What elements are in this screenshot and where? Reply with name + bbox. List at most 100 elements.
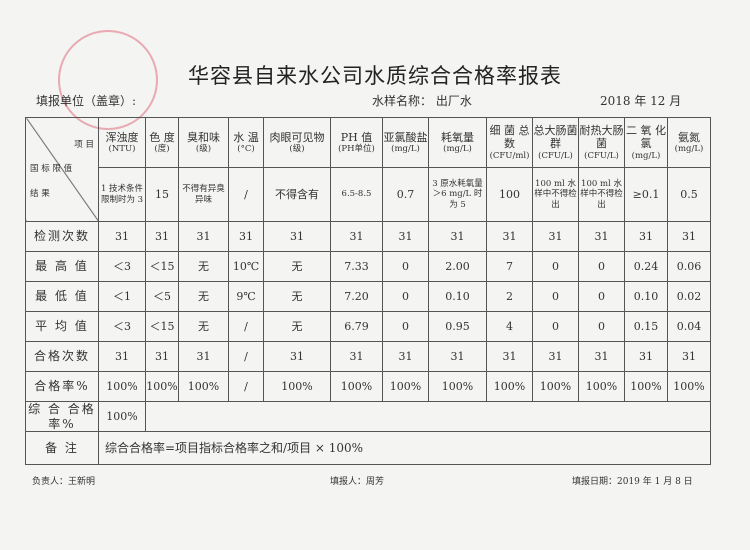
cell-value: /: [228, 341, 264, 372]
overall-value: 100%: [98, 401, 146, 432]
cell-value: 无: [178, 281, 229, 312]
cell-value: 31: [578, 341, 625, 372]
cell-value: 31: [178, 221, 229, 252]
cell-value: 0.10: [428, 281, 487, 312]
cell-value: 100%: [382, 371, 429, 402]
cell-value: 31: [98, 221, 146, 252]
cell-value: 31: [98, 341, 146, 372]
cell-value: 10℃: [228, 251, 264, 282]
cell-value: ＜15: [145, 311, 179, 342]
cell-value: 31: [578, 221, 625, 252]
cell-value: 31: [178, 341, 229, 372]
cell-value: 31: [330, 221, 383, 252]
empty-cell: [145, 401, 711, 432]
column-header: PH 值 (PH单位): [330, 117, 383, 168]
cell-value: ＜5: [145, 281, 179, 312]
cell-value: 31: [428, 341, 487, 372]
cell-value: ＜3: [98, 311, 146, 342]
cell-value: 31: [428, 221, 487, 252]
column-unit: (mg/L): [391, 144, 420, 154]
cell-value: 31: [263, 221, 331, 252]
cell-value: 无: [178, 251, 229, 282]
column-header: 细 菌 总 数 (CFU/ml): [486, 117, 533, 168]
column-name: 细 菌 总 数: [489, 124, 530, 151]
table-row: 平 均 值＜3 ＜15 无 / 无 6.79 0 0.95 4 0 0 0.15 0.04: [25, 311, 711, 342]
column-header: 水 温 (°C): [228, 117, 264, 168]
column-header: 总大肠菌群 (CFU/L): [532, 117, 579, 168]
cell-value: 0.04: [667, 311, 711, 342]
cell-value: 0.10: [624, 281, 668, 312]
column-name: 亚氯酸盐: [383, 130, 428, 144]
cell-value: 31: [532, 341, 579, 372]
cell-value: 7.33: [330, 251, 383, 282]
sample-name: 水样名称： 出厂水: [372, 94, 472, 108]
column-name: 肉眼可见物: [269, 130, 325, 144]
cell-value: 100%: [532, 371, 579, 402]
cell-value: 无: [263, 251, 331, 282]
cell-value: 100%: [263, 371, 331, 402]
cell-value: 100%: [667, 371, 711, 402]
cell-value: 31: [382, 221, 429, 252]
limit-value: 3 原水耗氧量＞6 mg/L 时为 5: [428, 167, 487, 222]
row-label: 平 均 值: [25, 311, 99, 342]
cell-value: 100%: [624, 371, 668, 402]
cell-value: 0: [532, 311, 579, 342]
cell-value: 7.20: [330, 281, 383, 312]
cell-value: 31: [145, 221, 179, 252]
cell-value: 6.79: [330, 311, 383, 342]
cell-value: 0.95: [428, 311, 487, 342]
cell-value: ＜1: [98, 281, 146, 312]
table-row: 检测次数 31 31 31 31 31 31 31 31 31 31 31 31 31: [25, 221, 711, 252]
column-unit: (°C): [237, 144, 255, 154]
column-unit: (CFU/ml): [489, 150, 530, 161]
row-label: 合格率%: [25, 371, 99, 402]
cell-value: 31: [624, 221, 668, 252]
remark-label: 备 注: [25, 431, 99, 465]
cell-value: ＜15: [145, 251, 179, 282]
column-name: 臭和味: [187, 130, 220, 144]
page-title: 华容县自来水公司水质综合合格率报表: [188, 64, 562, 88]
cell-value: 31: [624, 341, 668, 372]
column-header: 耐热大肠菌 (CFU/L): [578, 117, 625, 168]
row-label: 最 低 值: [25, 281, 99, 312]
cell-value: 0.24: [624, 251, 668, 282]
reporting-unit-label: 填报单位（盖章）:: [36, 94, 137, 108]
limit-value: 100: [486, 167, 533, 222]
column-name: 色 度: [149, 130, 175, 144]
cell-value: 0: [382, 251, 429, 282]
cell-value: 31: [667, 221, 711, 252]
report-date: 填报日期：2019 年 1 月 8 日: [572, 477, 693, 487]
cell-value: 2.00: [428, 251, 487, 282]
corner-top: 项 目: [74, 140, 94, 151]
column-unit: (PH单位): [338, 144, 375, 154]
cell-value: 0.02: [667, 281, 711, 312]
limit-value: 100 ml 水样中不得检出: [532, 167, 579, 222]
cell-value: 4: [486, 311, 533, 342]
remark-text: 综合合格率=项目指标合格率之和/项目 × 100%: [98, 431, 711, 465]
column-name: PH 值: [340, 130, 373, 144]
cell-value: 31: [145, 341, 179, 372]
cell-value: 0.15: [624, 311, 668, 342]
limit-value: 0.5: [667, 167, 711, 222]
column-header: 氨氮 (mg/L): [667, 117, 711, 168]
cell-value: ＜3: [98, 251, 146, 282]
limit-value: 0.7: [382, 167, 429, 222]
cell-value: 7: [486, 251, 533, 282]
cell-value: 0.06: [667, 251, 711, 282]
filler: 填报人：周芳: [330, 477, 385, 487]
column-header: 亚氯酸盐 (mg/L): [382, 117, 429, 168]
header-corner: 项 目国 标 限 值结 果: [25, 117, 99, 222]
column-header: 臭和味 (级): [178, 117, 229, 168]
table-row: 合格率% 100% 100% 100%/100% 100% 100% 100% 100% 100…: [25, 371, 711, 402]
cell-value: 31: [486, 341, 533, 372]
column-unit: (CFU/L): [538, 150, 573, 161]
column-unit: (度): [154, 144, 170, 154]
table-row: 合格次数 31 31 31/31 31 31 31 31 31 31 31 31: [25, 341, 711, 372]
cell-value: 31: [382, 341, 429, 372]
cell-value: 无: [178, 311, 229, 342]
cell-value: 0: [578, 311, 625, 342]
cell-value: 100%: [145, 371, 179, 402]
cell-value: 无: [263, 281, 331, 312]
column-name: 浑浊度: [105, 130, 139, 144]
column-unit: (NTU): [108, 144, 136, 154]
